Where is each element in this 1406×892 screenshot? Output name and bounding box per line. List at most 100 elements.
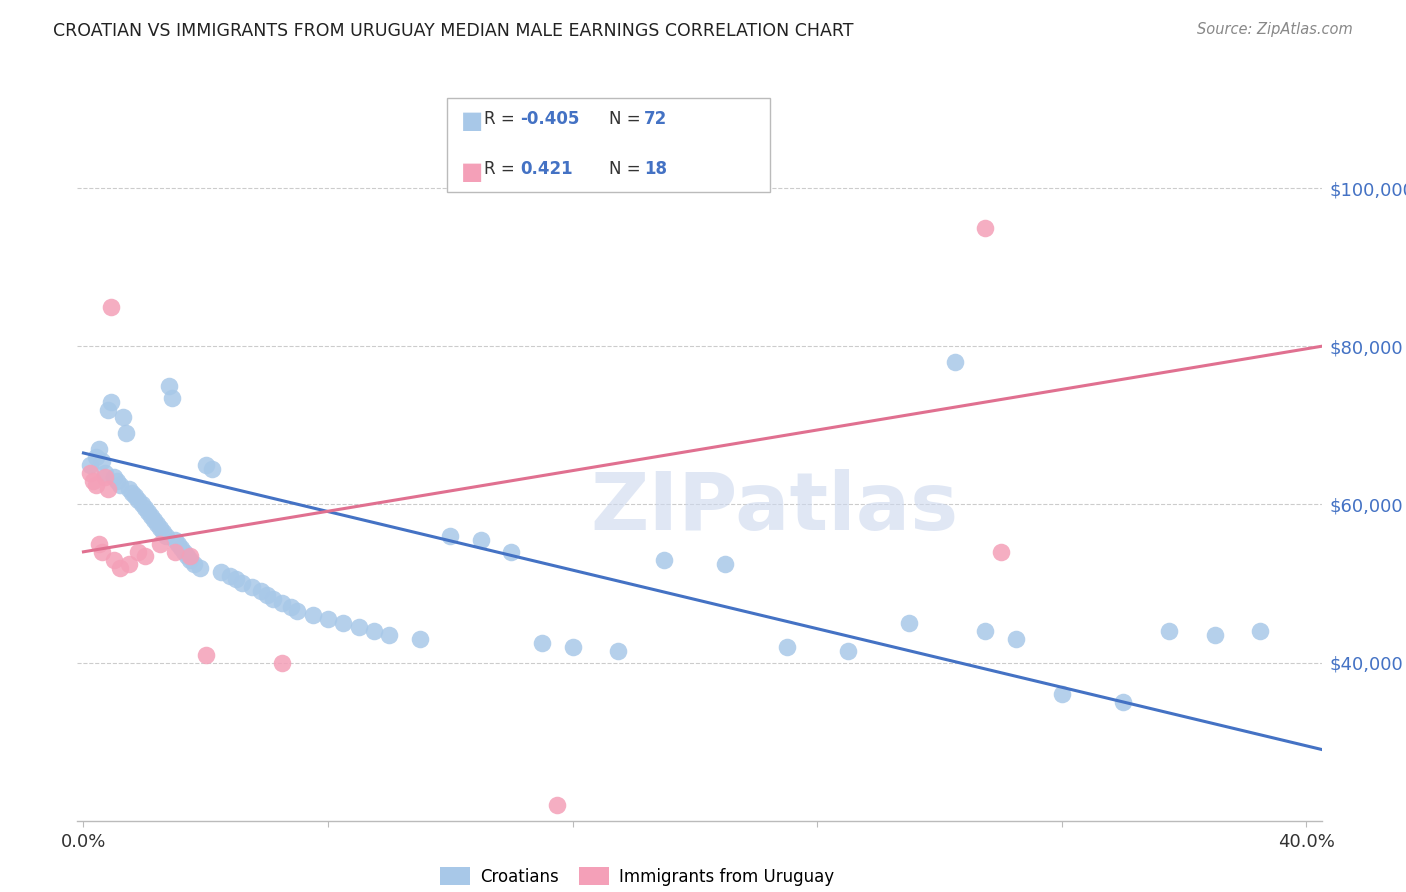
Point	[1204, 628, 1226, 642]
Point	[607, 643, 630, 657]
Point	[271, 596, 294, 610]
Point	[149, 537, 172, 551]
Point	[170, 541, 193, 555]
Point	[103, 469, 125, 483]
Point	[652, 553, 675, 567]
Point	[231, 576, 253, 591]
Point	[118, 482, 141, 496]
Point	[176, 549, 198, 563]
Point	[105, 474, 128, 488]
Point	[775, 640, 797, 654]
Point	[157, 379, 180, 393]
Point	[90, 545, 112, 559]
Point	[100, 300, 122, 314]
Point	[112, 410, 135, 425]
Point	[301, 608, 323, 623]
Point	[561, 640, 583, 654]
Point	[332, 615, 354, 630]
Point	[280, 600, 302, 615]
Point	[142, 513, 165, 527]
Text: ■: ■	[461, 110, 484, 133]
Point	[531, 636, 554, 650]
Point	[84, 450, 107, 464]
Point	[136, 505, 159, 519]
Point	[714, 557, 737, 571]
Point	[149, 521, 172, 535]
Text: -0.405: -0.405	[520, 110, 579, 128]
Point	[347, 620, 370, 634]
Point	[1005, 632, 1028, 646]
Point	[974, 220, 997, 235]
Point	[152, 524, 174, 539]
Text: Source: ZipAtlas.com: Source: ZipAtlas.com	[1197, 22, 1353, 37]
Point	[100, 394, 122, 409]
Point	[974, 624, 997, 638]
Point	[363, 624, 385, 638]
Point	[108, 560, 131, 574]
Point	[79, 458, 101, 472]
Point	[183, 557, 205, 571]
Point	[990, 545, 1012, 559]
Point	[82, 474, 104, 488]
Point	[165, 533, 187, 547]
Point	[240, 581, 263, 595]
Point	[97, 482, 120, 496]
Point	[121, 485, 143, 500]
Point	[1157, 624, 1180, 638]
Text: 72: 72	[644, 110, 668, 128]
Point	[155, 529, 177, 543]
Text: ZIPatlas: ZIPatlas	[591, 468, 959, 547]
Point	[94, 466, 117, 480]
Point	[167, 537, 190, 551]
Point	[131, 497, 153, 511]
Point	[90, 454, 112, 468]
Point	[97, 402, 120, 417]
Point	[146, 517, 169, 532]
Point	[124, 490, 146, 504]
Text: N =: N =	[609, 110, 645, 128]
Point	[439, 529, 461, 543]
Legend: Croatians, Immigrants from Uruguay: Croatians, Immigrants from Uruguay	[433, 861, 841, 892]
Point	[118, 557, 141, 571]
Point	[271, 656, 294, 670]
Point	[943, 355, 966, 369]
Point	[225, 573, 247, 587]
Point	[134, 501, 156, 516]
Point	[409, 632, 432, 646]
Point	[194, 648, 217, 662]
Point	[103, 553, 125, 567]
Point	[94, 469, 117, 483]
Point	[139, 509, 162, 524]
Point	[108, 477, 131, 491]
Point	[546, 797, 568, 812]
Point	[127, 545, 149, 559]
Text: N =: N =	[609, 161, 645, 178]
Point	[209, 565, 232, 579]
Point	[179, 549, 201, 563]
Point	[160, 391, 183, 405]
Point	[378, 628, 401, 642]
Text: R =: R =	[484, 161, 524, 178]
Text: 0.421: 0.421	[520, 161, 572, 178]
Point	[165, 545, 187, 559]
Point	[837, 643, 859, 657]
Point	[256, 588, 278, 602]
Point	[1050, 687, 1073, 701]
Point	[115, 426, 138, 441]
Point	[897, 615, 920, 630]
Point	[1112, 695, 1135, 709]
Text: CROATIAN VS IMMIGRANTS FROM URUGUAY MEDIAN MALE EARNINGS CORRELATION CHART: CROATIAN VS IMMIGRANTS FROM URUGUAY MEDI…	[53, 22, 853, 40]
Point	[134, 549, 156, 563]
Point	[470, 533, 492, 547]
Point	[201, 462, 224, 476]
Point	[287, 604, 309, 618]
Text: R =: R =	[484, 110, 520, 128]
Point	[219, 568, 242, 582]
Point	[87, 442, 110, 456]
Point	[127, 493, 149, 508]
Point	[194, 458, 217, 472]
Text: 18: 18	[644, 161, 666, 178]
Point	[262, 592, 284, 607]
Point	[501, 545, 523, 559]
Text: ■: ■	[461, 161, 484, 184]
